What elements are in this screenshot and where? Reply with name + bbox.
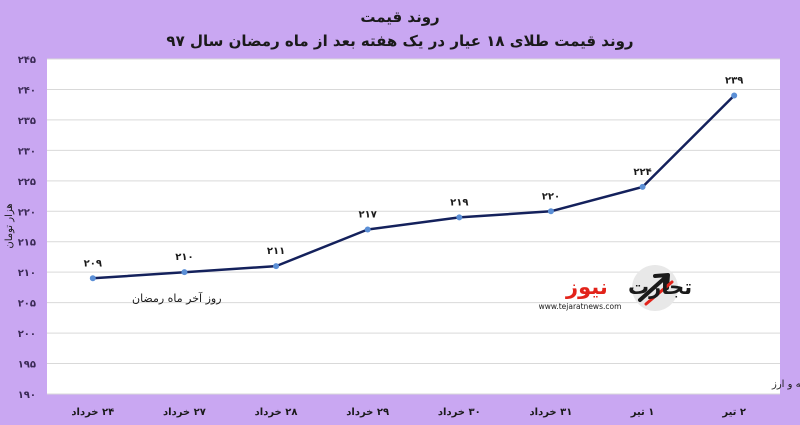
x-tick-label: ۱ تیر	[630, 407, 655, 418]
y-tick-label: ۲۰۰	[18, 329, 36, 340]
y-tick-label: ۲۱۵	[18, 238, 36, 249]
y-tick-label: ۲۴۰	[18, 85, 36, 96]
y-tick-label: ۲۰۵	[18, 299, 36, 310]
data-points	[89, 92, 738, 282]
data-point	[547, 208, 554, 215]
data-label: ۲۲۰	[542, 191, 560, 202]
y-tick-label: ۱۹۰	[18, 390, 36, 401]
data-label: ۲۰۹	[84, 258, 102, 269]
y-tick-label: ۲۲۵	[18, 177, 36, 188]
x-tick-label: ۲۸ خرداد	[255, 407, 298, 418]
logo-name-part1: تجارت	[628, 275, 692, 299]
data-point	[273, 263, 280, 270]
x-tick-label: ۲۴ خرداد	[71, 407, 114, 418]
y-axis-ticks: ۱۹۰ ۱۹۵ ۲۰۰ ۲۰۵ ۲۱۰ ۲۱۵ ۲۲۰ ۲۲۵ ۲۳۰ ۲۳۵ ۲۴۰ ۲۴۵	[18, 55, 36, 401]
plot-area	[47, 59, 780, 394]
y-tick-label: ۱۹۵	[18, 360, 36, 371]
y-tick-label: ۲۳۰	[18, 146, 36, 157]
x-tick-label: ۲۷ خرداد	[163, 407, 206, 418]
logo-url: www.tejaratnews.com	[539, 302, 622, 311]
data-label: ۲۱۹	[450, 197, 468, 208]
data-label: ۲۱۱	[267, 246, 285, 257]
data-point	[456, 214, 463, 221]
data-point	[731, 92, 738, 99]
annotation-last-day-ramadan: روز آخر ماه رمضان	[132, 291, 222, 305]
series-line	[92, 94, 736, 280]
data-point	[89, 275, 96, 282]
chart-subtitle: روند قیمت طلای ۱۸ عیار در یک هفته بعد از…	[166, 32, 634, 50]
logo-arrow-icon	[638, 273, 674, 306]
y-tick-label: ۲۲۰	[18, 207, 36, 218]
logo: تجارت نیوز www.tejaratnews.com	[539, 265, 692, 311]
data-point	[181, 269, 188, 276]
logo-name-part2: نیوز	[565, 275, 608, 299]
x-axis-ticks: ۲۴ خرداد ۲۷ خرداد ۲۸ خرداد ۲۹ خرداد ۳۰ خرداد…	[71, 407, 746, 418]
x-tick-label: ۳۱ خرداد	[530, 407, 573, 418]
data-label: ۲۱۷	[359, 210, 377, 221]
data-labels: ۲۰۹ ۲۱۰ ۲۱۱ ۲۱۷ ۲۱۹ ۲۲۰ ۲۲۴ ۲۳۹	[84, 76, 744, 270]
y-tick-label: ۲۴۵	[18, 55, 36, 66]
data-label: ۲۱۰	[175, 252, 193, 263]
data-label: ۲۳۹	[725, 76, 743, 87]
x-tick-label: ۲ تیر	[721, 407, 746, 418]
y-tick-label: ۲۱۰	[18, 268, 36, 279]
chart-title: روند قیمت	[360, 8, 440, 26]
x-tick-label: ۲۹ خرداد	[346, 407, 389, 418]
source-note: منبع: شبکه اطلاع‌رسانی طلا، سکه و ارز	[771, 379, 800, 390]
data-point	[364, 226, 371, 233]
y-axis-label: هزار تومان	[4, 203, 15, 248]
data-label: ۲۲۴	[633, 167, 651, 178]
data-point	[639, 183, 646, 190]
y-tick-label: ۲۳۵	[18, 116, 36, 127]
x-tick-label: ۳۰ خرداد	[438, 407, 481, 418]
